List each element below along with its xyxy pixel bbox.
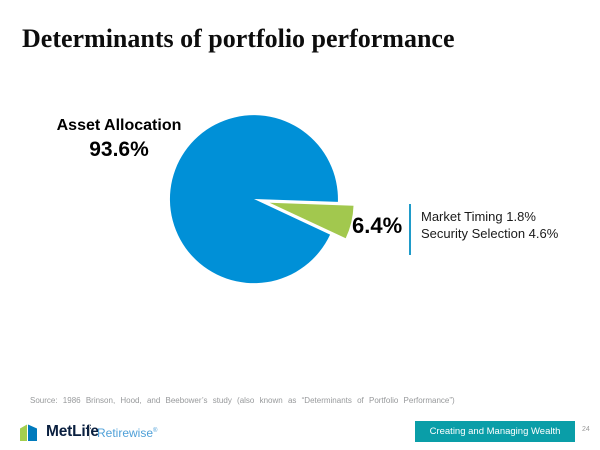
brand-wordmark: MetLife: [46, 423, 99, 440]
small-slice-breakdown: Market Timing 1.8% Security Selection 4.…: [421, 208, 558, 242]
callout-divider-line: [409, 204, 411, 255]
tagline-banner: Creating and Managing Wealth: [415, 421, 575, 442]
breakdown-market-timing: Market Timing 1.8%: [421, 209, 536, 224]
pie-slice-asset-allocation: [169, 115, 338, 284]
pie-chart: [165, 110, 365, 292]
pie-chart-svg: [169, 115, 354, 284]
main-slice-annotation: Asset Allocation 93.6%: [25, 117, 213, 162]
metlife-logo-icon: [20, 424, 37, 441]
footer-divider: [89, 424, 90, 440]
source-note: Source: 1986 Brinson, Hood, and Beebower…: [30, 396, 455, 405]
program-name-text: Retirewise: [97, 426, 154, 440]
small-slice-value: 6.4%: [352, 213, 403, 238]
main-slice-label: Asset Allocation: [56, 117, 182, 134]
main-slice-value: 93.6%: [89, 138, 149, 161]
page-number: 24: [582, 426, 590, 433]
program-name: Retirewise®: [97, 426, 157, 440]
pie-slice-market-timing-and-security-selection: [269, 202, 354, 239]
registered-mark: ®: [153, 428, 158, 434]
slide-title: Determinants of portfolio performance: [22, 24, 455, 53]
breakdown-security-selection: Security Selection 4.6%: [421, 226, 559, 241]
